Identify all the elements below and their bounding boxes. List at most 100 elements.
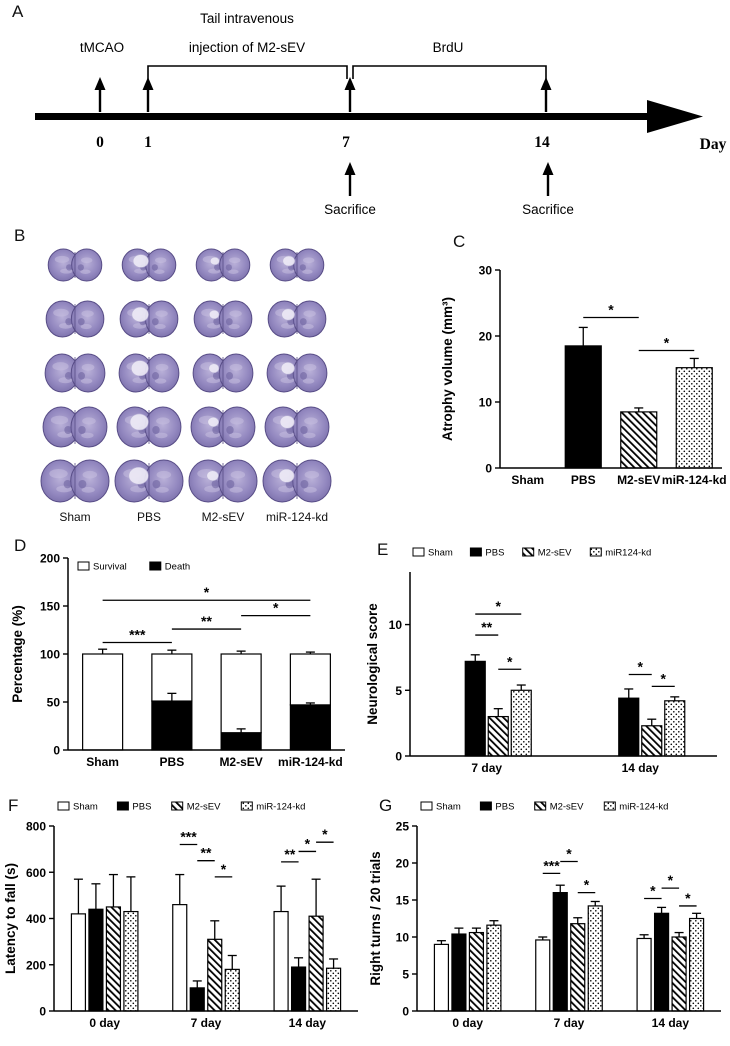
legend-swatch [469, 547, 482, 557]
legend-swatch [77, 561, 90, 571]
cortex-texture [304, 470, 320, 479]
x-category-label: M2-sEV [617, 473, 660, 487]
legend-label: M2-sEV [550, 802, 584, 813]
deep-structure [300, 372, 308, 380]
timeline-diagram: tMCAO Tail intravenous injection of M2-s… [35, 11, 727, 217]
brdu-period-bracket [352, 65, 547, 79]
cortex-texture [154, 324, 166, 330]
bar [290, 966, 307, 1012]
cortex-texture [81, 486, 95, 493]
legend-label: Sham [73, 802, 98, 813]
sig-label: * [638, 659, 644, 675]
brain-slice-sham-row1 [47, 248, 103, 282]
cortex-texture [302, 257, 315, 264]
legend-label: PBS [495, 802, 514, 813]
cortex-texture [304, 417, 318, 425]
legend-swatch [171, 801, 184, 811]
brain-col-label-sham: Sham [59, 510, 91, 524]
day-tick-1: 1 [144, 134, 152, 151]
sacrifice-label-day14: Sacrifice [522, 202, 574, 217]
cortex-texture [53, 308, 69, 317]
event-arrow-day7 [344, 77, 356, 112]
y-axis-title: Percentage (%) [10, 605, 25, 703]
injection-label-line1: Tail intravenous [200, 11, 294, 26]
sig-label: * [273, 600, 279, 616]
right-hemisphere [144, 459, 184, 503]
deep-structure [299, 264, 306, 271]
cortex-texture [52, 362, 69, 371]
right-hemisphere [292, 406, 330, 448]
brain-col-label-m2sev: M2-sEV [201, 510, 245, 524]
x-category-label: miR-124-kd [662, 473, 727, 487]
legend-label: Survival [93, 562, 127, 573]
bar [564, 345, 602, 469]
bar [510, 689, 532, 757]
sig-label: * [322, 826, 328, 842]
x-category-label: 0 day [89, 1016, 120, 1030]
x-category-label: 14 day [622, 761, 660, 775]
sig-label: *** [543, 857, 560, 873]
cortex-texture [155, 486, 169, 493]
legend-swatch [522, 547, 535, 557]
deep-structure [211, 479, 220, 489]
legend-label: M2-sEV [538, 548, 572, 559]
bar [88, 908, 104, 1012]
x-category-label: M2-sEV [219, 755, 262, 769]
cortex-texture [230, 470, 246, 479]
cortex-texture [154, 257, 167, 264]
legend-swatch [57, 801, 70, 811]
cortex-texture [155, 363, 169, 371]
legend-label: Sham [428, 548, 453, 559]
lesion-area [278, 468, 295, 483]
cortex-texture [81, 310, 94, 317]
deep-structure [63, 479, 72, 489]
bar [123, 910, 139, 1012]
sig-label: * [496, 598, 502, 614]
cortex-texture [156, 470, 172, 479]
bar [105, 906, 122, 1012]
brain-column-labels: Sham PBS M2-sEV miR-124-kd [38, 510, 350, 524]
deep-structure [212, 372, 220, 380]
bar [189, 987, 205, 1012]
day-tick-14: 14 [534, 134, 550, 151]
legend-label: miR-124-kd [256, 802, 305, 813]
lesion-area [206, 470, 219, 482]
bar [220, 653, 262, 734]
sig-label: * [664, 335, 670, 351]
injection-label-line2: injection of M2-sEV [189, 40, 305, 55]
legend-swatch [589, 547, 602, 557]
right-hemisphere [70, 300, 105, 338]
legend-label: miR-124-kd [619, 802, 668, 813]
deep-structure [77, 264, 84, 271]
bar [207, 938, 223, 1012]
bar [464, 660, 486, 757]
y-tick-label: 30 [479, 264, 493, 278]
right-hemisphere [292, 353, 328, 393]
legend-swatch [412, 547, 425, 557]
brain-slice-m2-sev-row5 [188, 459, 258, 503]
legend-label: PBS [132, 802, 151, 813]
bar [636, 937, 652, 1012]
injection-period-bracket [147, 65, 348, 79]
deep-structure [78, 479, 87, 489]
lesion-area [209, 256, 220, 266]
panel-c-atrophy-volume: C 0 10 20 30 Atrophy volume (mm³) Sham PBS M2-s… [438, 230, 730, 526]
y-tick-label: 10 [479, 396, 493, 410]
panel-b-brain-sections: B Sham PBS M2-sEV miR-124-kd [10, 224, 350, 536]
y-axis-title: Atrophy volume (mm³) [440, 297, 455, 441]
legend-label: PBS [485, 548, 504, 559]
deep-structure [152, 372, 160, 380]
y-tick-label: 50 [47, 696, 61, 710]
brain-slice-m2-sev-row1 [195, 248, 251, 282]
lesion-area [281, 308, 295, 321]
y-tick-label: 0 [53, 744, 60, 758]
y-tick-label: 800 [26, 820, 46, 834]
event-arrow-day0 [94, 77, 106, 112]
x-category-label: PBS [571, 473, 596, 487]
sig-label: * [650, 883, 656, 899]
sig-label: * [305, 835, 311, 851]
sig-label: ** [201, 613, 212, 629]
lesion-area [128, 466, 149, 485]
chart-right-turns: 0 5 10 15 20 25 Right turns / 20 trials 0 day 7 … [368, 801, 721, 1030]
y-tick-label: 400 [26, 912, 46, 926]
